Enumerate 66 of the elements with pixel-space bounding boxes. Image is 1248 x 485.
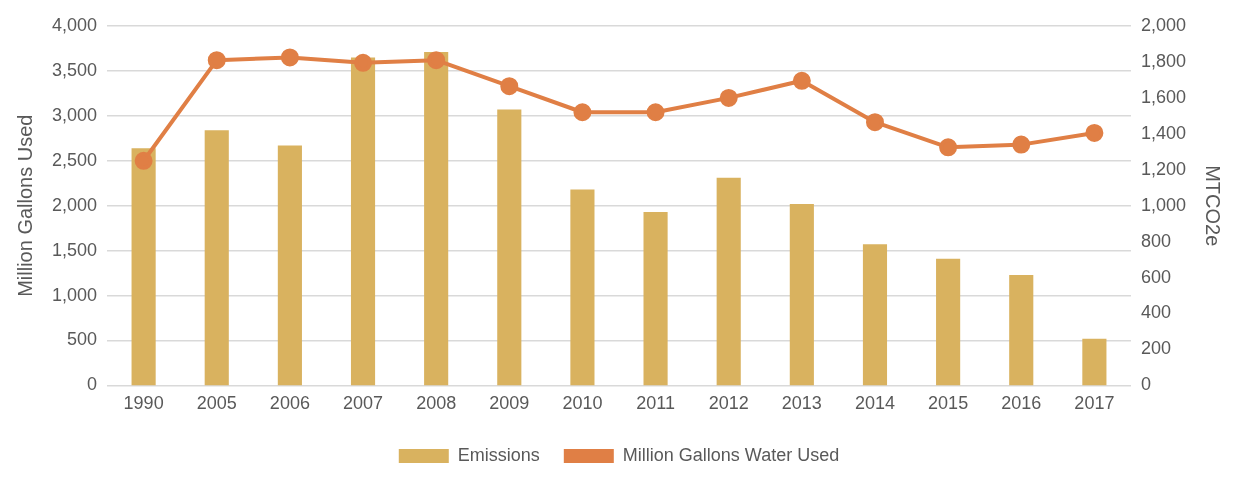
- bar: [350, 57, 376, 386]
- x-tick-label: 2014: [854, 393, 895, 414]
- y-tick-label: 4,000: [52, 14, 98, 35]
- point: [500, 77, 519, 96]
- bar: [497, 109, 522, 386]
- legend-label: Emissions: [457, 444, 540, 465]
- y2-tick-label: 1,400: [1140, 122, 1186, 143]
- point: [427, 51, 446, 70]
- x-tick-label: 2006: [269, 393, 310, 414]
- point: [354, 53, 373, 72]
- bar: [789, 203, 814, 386]
- bar: [716, 177, 741, 386]
- point: [792, 71, 811, 90]
- y-tick-label: 2,500: [52, 149, 98, 170]
- y-tick-label: 3,500: [52, 59, 98, 80]
- x-tick-label: 2009: [489, 393, 530, 414]
- point: [573, 103, 592, 122]
- y-tick-label: 500: [67, 329, 98, 350]
- bar: [862, 244, 888, 386]
- point: [1012, 135, 1031, 154]
- x-tick-label: 2011: [636, 393, 675, 414]
- y2-tick-label: 200: [1140, 338, 1171, 359]
- y2-tick-label: 2,000: [1140, 14, 1186, 35]
- bar: [424, 52, 449, 386]
- y-axis-title: Million Gallons Used: [13, 114, 36, 297]
- bar: [936, 258, 961, 386]
- legend-label: Million Gallons Water Used: [622, 444, 840, 465]
- x-tick-label: 2010: [562, 393, 603, 414]
- point: [207, 51, 226, 70]
- y2-tick-label: 400: [1140, 302, 1171, 323]
- y-tick-label: 1,500: [52, 239, 98, 260]
- x-tick-label: 2007: [343, 393, 384, 414]
- point: [1085, 123, 1104, 142]
- point: [646, 103, 665, 122]
- point: [939, 138, 958, 157]
- bar: [1082, 338, 1107, 386]
- x-tick-label: 2012: [708, 393, 749, 414]
- bar: [1009, 274, 1034, 386]
- bar: [131, 148, 156, 386]
- point: [719, 88, 738, 107]
- x-tick-label: 2016: [1001, 393, 1042, 414]
- bar: [643, 211, 668, 386]
- x-tick-label: 1990: [123, 393, 164, 414]
- bar: [570, 189, 595, 386]
- point: [134, 151, 153, 170]
- y-tick-label: 1,000: [52, 284, 98, 305]
- point: [865, 113, 884, 132]
- y2-tick-label: 1,600: [1140, 86, 1186, 107]
- point: [280, 48, 299, 67]
- bar: [277, 145, 302, 386]
- y-tick-label: 2,000: [52, 194, 98, 215]
- y2-axis-title: MTCO2e: [1202, 165, 1225, 247]
- x-tick-label: 2017: [1074, 393, 1115, 414]
- x-tick-label: 2013: [781, 393, 822, 414]
- y2-tick-label: 600: [1140, 266, 1171, 287]
- y2-tick-label: 0: [1140, 374, 1151, 395]
- x-tick-label: 2015: [928, 393, 969, 414]
- y2-tick-label: 1,200: [1140, 158, 1186, 179]
- y-tick-label: 3,000: [52, 104, 98, 125]
- bar: [204, 130, 229, 386]
- y2-tick-label: 800: [1140, 230, 1171, 251]
- x-tick-label: 2008: [416, 393, 457, 414]
- y-tick-label: 0: [87, 374, 98, 395]
- x-tick-label: 2005: [196, 393, 237, 414]
- y2-tick-label: 1,800: [1140, 50, 1186, 71]
- y2-tick-label: 1,000: [1140, 194, 1186, 215]
